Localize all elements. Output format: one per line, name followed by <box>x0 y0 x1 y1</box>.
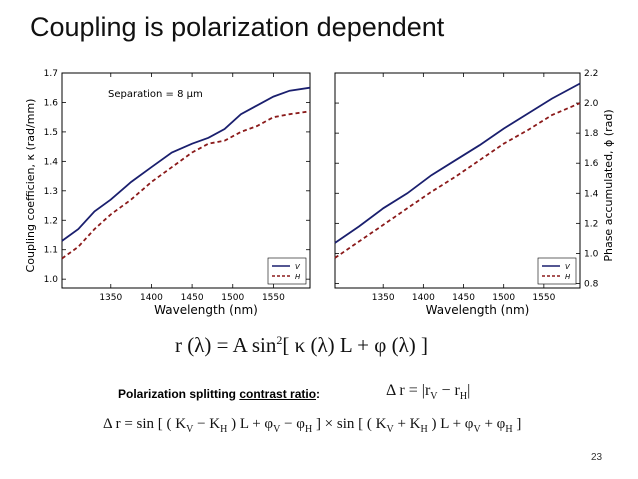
formula-part: ) L + φ <box>227 416 274 432</box>
chart-panel-2: 1350 1400 1450 1500 1550 0.8 1.0 1.2 1.4 1.6 1.8 2.… <box>334 69 615 317</box>
y-tick-label: 1.6 <box>584 159 599 169</box>
chart-panel-1: 1350 1400 1450 1500 1550 1.0 1.1 1.2 1.3 1.4 1.5 1.… <box>24 69 311 317</box>
formula-sub: H <box>505 424 513 435</box>
x-tick-label: 1450 <box>181 293 204 303</box>
x-tick-label: 1550 <box>532 293 555 303</box>
y-tick-label: 1.8 <box>584 129 599 139</box>
delta-r-sub: H <box>459 391 468 403</box>
y-tick-label: 1.7 <box>44 69 58 79</box>
series-line-H <box>61 110 311 260</box>
x-tick-label: 1400 <box>412 293 435 303</box>
series-line-V <box>334 82 581 244</box>
y-tick-label: 1.4 <box>584 189 599 199</box>
x-tick-label: 1350 <box>372 293 395 303</box>
formula-part: ] × sin [ ( K <box>312 416 387 432</box>
y-tick-label: 1.2 <box>584 219 598 229</box>
formula-sub: H <box>420 424 428 435</box>
y-tick-label: 1.4 <box>44 157 59 167</box>
x-tick-label: 1400 <box>140 293 163 303</box>
formula-part: ) L + φ <box>427 416 474 432</box>
y-tick-label: 1.6 <box>44 98 59 108</box>
chart-annotation: Separation = 8 μm <box>108 89 203 100</box>
formula-sub: V <box>386 424 394 435</box>
y-tick-label: 0.8 <box>584 279 599 289</box>
formula-part: − K <box>193 416 221 432</box>
y-axis-label: Phase accumulated, ϕ (rad) <box>602 109 615 261</box>
delta-r-sub: V <box>430 391 438 403</box>
y-tick-label: 2.0 <box>584 99 599 109</box>
y-tick-label: 1.3 <box>44 187 58 197</box>
y-tick-label: 1.0 <box>44 275 59 285</box>
x-tick-label: 1500 <box>492 293 515 303</box>
legend-box <box>267 257 307 285</box>
y-tick-label: 1.5 <box>44 128 58 138</box>
plot-frame <box>334 72 581 289</box>
x-tick-label: 1500 <box>221 293 244 303</box>
formula-sub: V <box>273 424 281 435</box>
formula-part: + K <box>393 416 421 432</box>
coupling-formula-rhs: [ κ (λ) L + φ (λ) ] <box>282 333 429 357</box>
delta-r-part: − r <box>437 382 460 399</box>
y-tick-label: 1.2 <box>44 216 58 226</box>
delta-r-part: Δ r = |r <box>386 382 431 399</box>
y-tick-label: 1.0 <box>584 249 599 259</box>
legend-label-H: H <box>565 273 571 281</box>
formula-part: − φ <box>280 416 305 432</box>
delta-r-part: | <box>467 382 471 399</box>
formula-part: + φ <box>480 416 506 432</box>
contrast-ratio-suffix: : <box>316 387 321 401</box>
formula-part: Δ r = sin [ ( K <box>103 416 187 432</box>
formula-part: ] <box>512 416 522 432</box>
legend-label-V: V <box>565 263 571 271</box>
contrast-ratio-label: Polarization splitting contrast ratio: <box>118 387 320 401</box>
y-tick-label: 1.1 <box>44 246 58 256</box>
formula-sub: H <box>220 424 228 435</box>
x-axis-label: Wavelength (nm) <box>426 303 530 317</box>
plot-frame <box>61 72 311 289</box>
x-tick-label: 1550 <box>262 293 285 303</box>
coupling-formula: r (λ) = A sin2[ κ (λ) L + φ (λ) ] <box>175 333 428 358</box>
page-number: 23 <box>591 452 603 463</box>
y-tick-label: 2.2 <box>584 69 598 79</box>
legend: VH <box>267 257 307 285</box>
contrast-expansion-formula: Δ r = sin [ ( KV − KH ) L + φV − φH ] × … <box>103 416 521 435</box>
legend-box <box>537 257 577 285</box>
x-tick-label: 1350 <box>99 293 122 303</box>
coupling-formula-lhs: r (λ) = A sin <box>175 333 277 357</box>
y-axis-label: Coupling coefficien, κ (rad/mm) <box>24 99 37 273</box>
series-line-H <box>334 102 581 259</box>
legend-label-V: V <box>295 263 301 271</box>
contrast-ratio-prefix: Polarization splitting <box>118 387 240 401</box>
delta-r-formula: Δ r = |rV − rH| <box>386 382 470 402</box>
x-axis-label: Wavelength (nm) <box>154 303 258 317</box>
formula-sub: V <box>473 424 481 435</box>
legend: VH <box>537 257 577 285</box>
series-line-V <box>61 86 311 242</box>
slide-title: Coupling is polarization dependent <box>30 12 445 42</box>
coupling-formula-exponent: 2 <box>276 333 283 347</box>
formula-sub: V <box>186 424 194 435</box>
formula-sub: H <box>304 424 313 435</box>
contrast-ratio-underlined: contrast ratio <box>239 387 317 401</box>
legend-label-H: H <box>295 273 301 281</box>
x-tick-label: 1450 <box>452 293 475 303</box>
